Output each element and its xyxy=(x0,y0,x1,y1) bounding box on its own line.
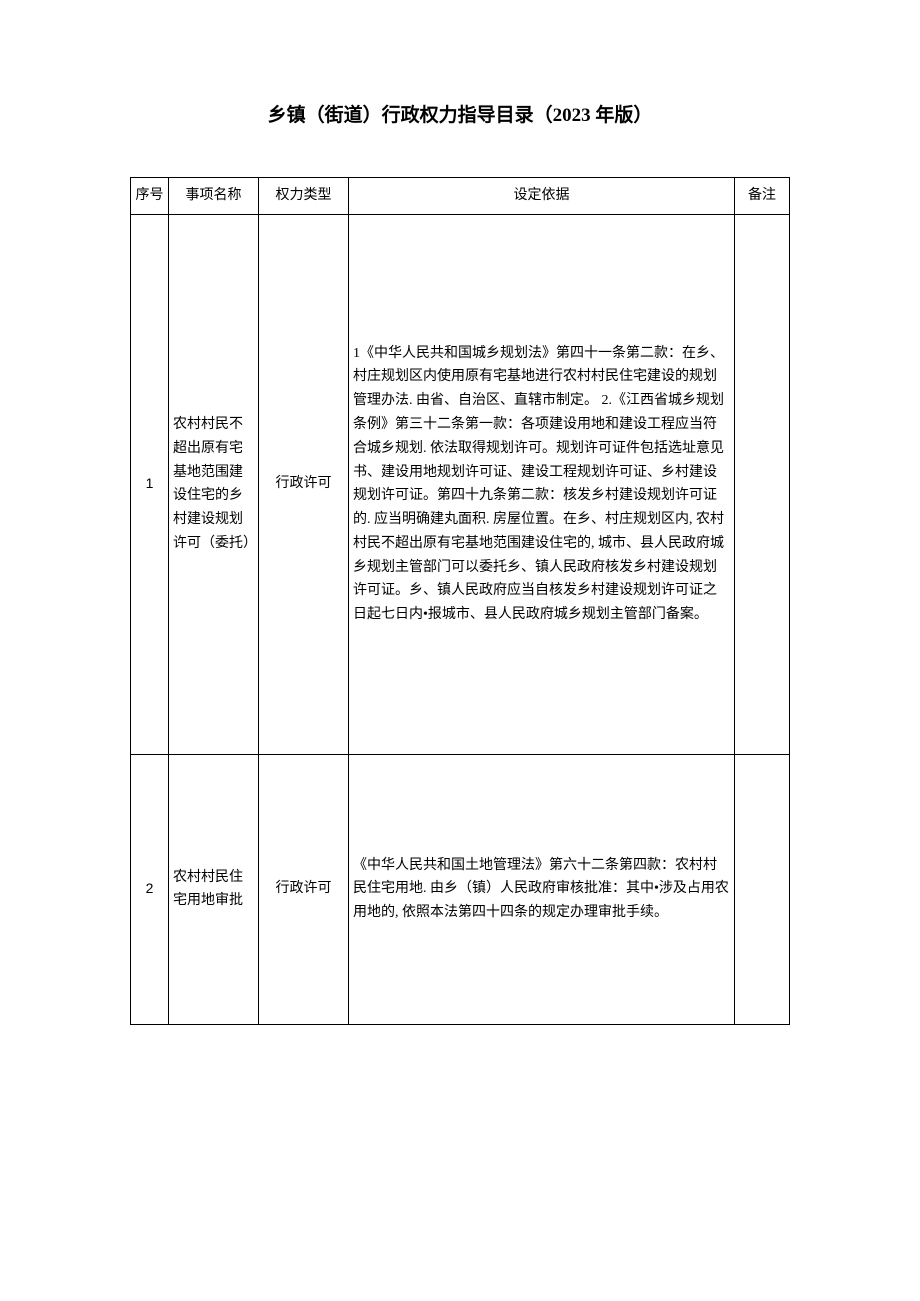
header-name: 事项名称 xyxy=(169,178,259,215)
cell-basis: 《中华人民共和国土地管理法》第六十二条第四款：农村村民住宅用地. 由乡（镇）人民… xyxy=(349,754,735,1024)
table-header-row: 序号 事项名称 权力类型 设定依据 备注 xyxy=(131,178,790,215)
cell-name: 农村村民不超出原有宅基地范围建设住宅的乡村建设规划许可（委托） xyxy=(169,214,259,754)
cell-type: 行政许可 xyxy=(259,754,349,1024)
cell-seq: 1 xyxy=(131,214,169,754)
cell-type: 行政许可 xyxy=(259,214,349,754)
table-row: 1 农村村民不超出原有宅基地范围建设住宅的乡村建设规划许可（委托） 行政许可 1… xyxy=(131,214,790,754)
table-row: 2 农村村民住宅用地审批 行政许可 《中华人民共和国土地管理法》第六十二条第四款… xyxy=(131,754,790,1024)
cell-remark xyxy=(735,754,790,1024)
cell-basis: 1《中华人民共和国城乡规划法》第四十一条第二款：在乡、村庄规划区内使用原有宅基地… xyxy=(349,214,735,754)
header-basis: 设定依据 xyxy=(349,178,735,215)
cell-remark xyxy=(735,214,790,754)
header-type: 权力类型 xyxy=(259,178,349,215)
catalog-table: 序号 事项名称 权力类型 设定依据 备注 1 农村村民不超出原有宅基地范围建设住… xyxy=(130,177,790,1025)
header-remark: 备注 xyxy=(735,178,790,215)
page-title: 乡镇（街道）行政权力指导目录（2023 年版） xyxy=(130,100,790,127)
cell-seq: 2 xyxy=(131,754,169,1024)
cell-name: 农村村民住宅用地审批 xyxy=(169,754,259,1024)
header-seq: 序号 xyxy=(131,178,169,215)
